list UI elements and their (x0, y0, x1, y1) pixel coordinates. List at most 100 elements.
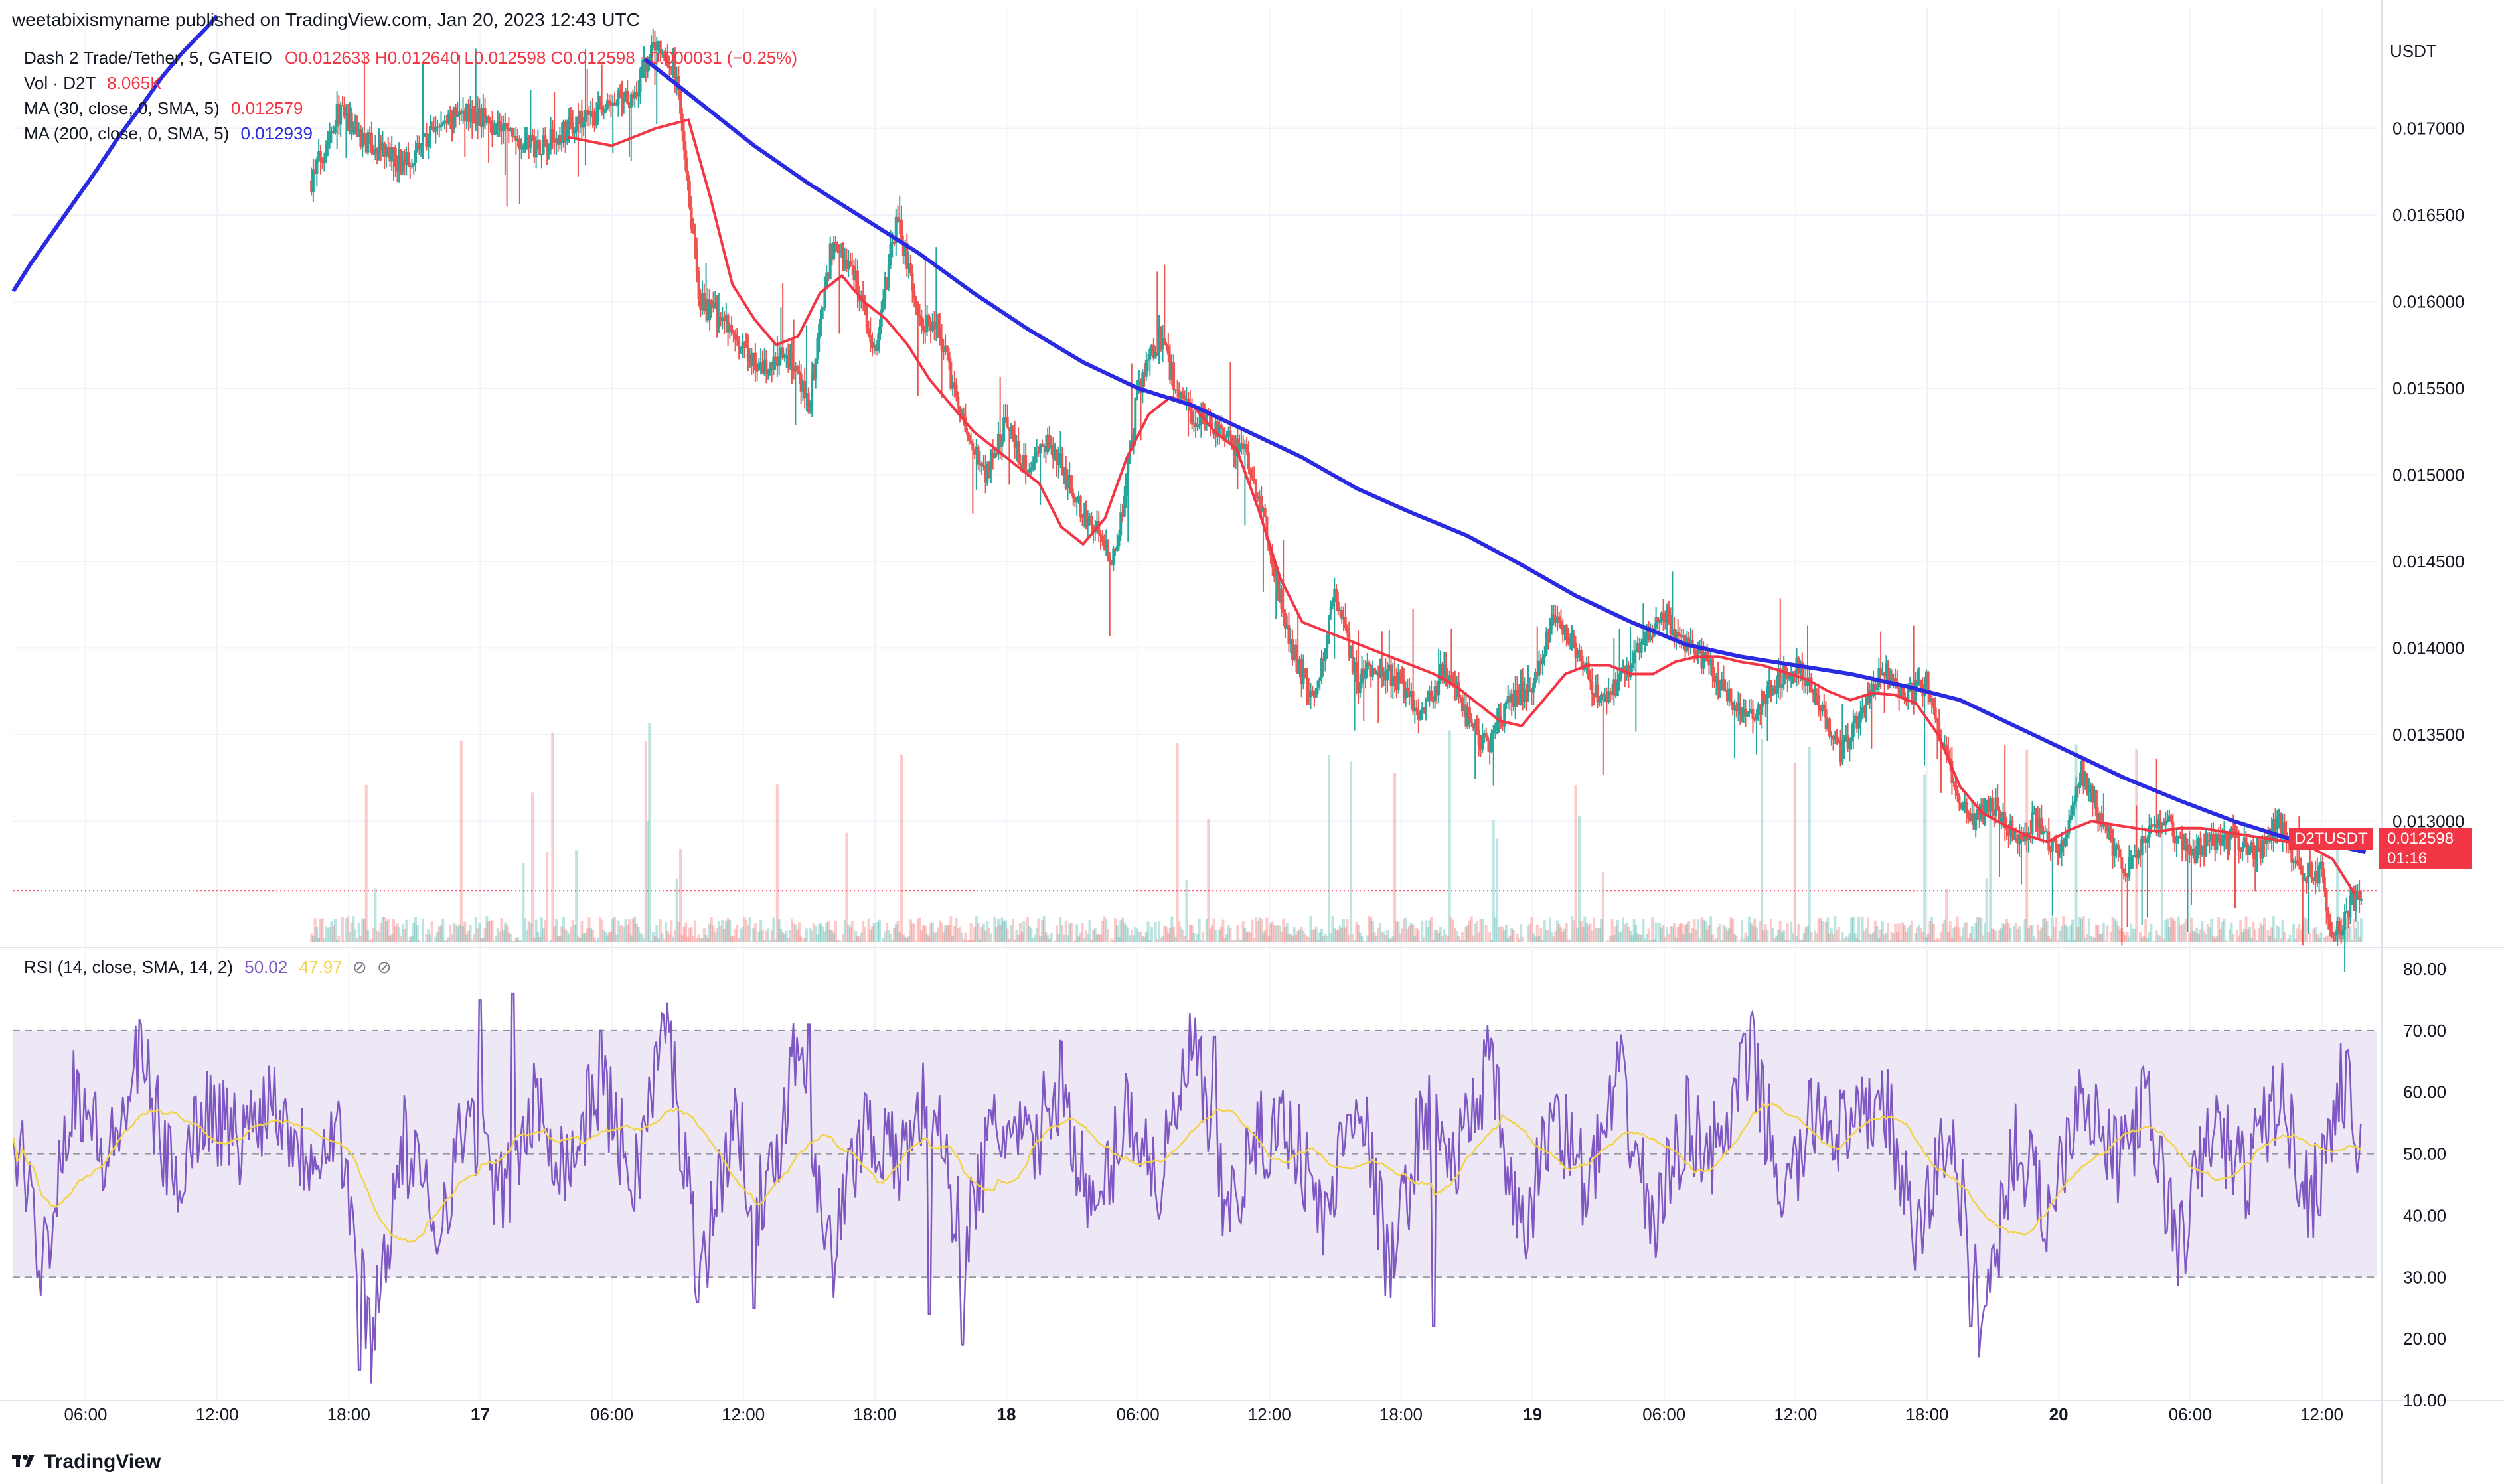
volume-bar (2084, 937, 2087, 942)
candle-body (401, 159, 404, 172)
hide-icon[interactable]: ⊘ (376, 957, 392, 977)
candle-body (1819, 705, 1822, 712)
candle-body (549, 129, 552, 150)
volume-bar (2118, 930, 2122, 942)
candle-body (370, 133, 373, 153)
candle-body (1687, 637, 1691, 646)
volume-bar (1342, 919, 1346, 942)
candle-body (1928, 691, 1932, 703)
candle-body (1607, 691, 1610, 703)
volume-bar (1941, 923, 1944, 942)
candle-body (1221, 427, 1225, 437)
rsi-label[interactable]: RSI (14, close, SMA, 14, 2) (24, 957, 234, 977)
volume-bar (441, 919, 445, 942)
hide-icon[interactable]: ⊘ (352, 957, 367, 977)
candle-body (856, 270, 859, 295)
candle-body (2115, 844, 2118, 847)
candle-body (524, 140, 527, 146)
volume-bar (675, 878, 678, 942)
candle-body (757, 363, 761, 371)
candle-body (1601, 694, 1604, 697)
candle-body (1040, 443, 1044, 447)
volume-bar (1289, 933, 1292, 942)
candle-body (1278, 589, 1281, 593)
volume-bar (2296, 928, 2299, 942)
candle-body (1932, 698, 1935, 708)
volume-bar (2272, 916, 2275, 942)
volume-bar (532, 937, 536, 942)
ma200-label[interactable]: MA (200, close, 0, SMA, 5) (24, 123, 230, 143)
volume-bar (2219, 929, 2222, 942)
candle-body (2076, 786, 2080, 788)
candle-body (2321, 861, 2325, 877)
candle-body (1292, 644, 1296, 660)
volume-bar (1946, 932, 1950, 942)
candle-body (1494, 724, 1497, 731)
candle-body (534, 144, 538, 158)
candle-body (1894, 677, 1897, 682)
volume-bar (384, 921, 388, 942)
candle-body (2113, 846, 2116, 857)
candle-body (1117, 535, 1121, 546)
volume-bar (1263, 930, 1267, 942)
volume-bar (1453, 928, 1456, 942)
candle-body (1983, 807, 1986, 814)
volume-bar (2286, 938, 2290, 942)
candle-body (1369, 665, 1373, 677)
volume-bar (2013, 925, 2016, 942)
volume-bar (1788, 940, 1791, 942)
candle-body (2167, 815, 2171, 821)
volume-bar (1775, 935, 1778, 942)
candle-body (564, 121, 567, 141)
candle-body (1594, 684, 1597, 696)
volume-bar (989, 933, 992, 942)
candle-body (1154, 352, 1157, 358)
price-tick-label: 0.016500 (2392, 205, 2464, 225)
price-axis[interactable]: USDT0.0170000.0165000.0160000.0155000.01… (2390, 41, 2464, 1410)
candle-body (1972, 813, 1976, 830)
volume-bar (2069, 925, 2073, 942)
candle-body (1510, 693, 1514, 703)
candle-body (2211, 834, 2215, 846)
volume-bar (1948, 921, 1952, 942)
candle-body (1709, 658, 1713, 666)
axis-unit: USDT (2390, 41, 2437, 61)
candle-body (1481, 735, 1484, 750)
volume-bar (2252, 921, 2255, 942)
volume-bar (434, 936, 437, 942)
volume-bar (841, 934, 844, 942)
volume-bar (633, 917, 637, 942)
volume-bar (2242, 929, 2246, 942)
volume-bar (2312, 928, 2315, 942)
candle-body (1554, 616, 1557, 623)
candle-body (935, 323, 938, 329)
volume-bar (996, 918, 1000, 942)
ma30-label[interactable]: MA (30, close, 0, SMA, 5) (24, 98, 220, 118)
volume-bar (1466, 925, 1470, 942)
volume-bar (1974, 923, 1978, 942)
candle-body (973, 450, 977, 455)
volume-bar (1939, 932, 1942, 942)
volume-bar (1744, 932, 1747, 942)
candle-body (2036, 819, 2039, 829)
volume-bar (1990, 928, 1994, 942)
volume-label[interactable]: Vol · D2T (24, 73, 96, 93)
time-axis[interactable]: 06:00 12:00 18:00 17 06:00 12:00 18:00 18 06:00 1… (64, 1404, 2343, 1424)
tradingview-brand[interactable]: TradingView (12, 1451, 161, 1473)
candle-body (471, 108, 474, 115)
volume-bar (1548, 917, 1551, 942)
volume-bar (1978, 917, 1981, 942)
volume-bar (1399, 933, 1402, 942)
candle-body (852, 265, 856, 281)
volume-bar (1395, 921, 1398, 942)
candle-body (1766, 686, 1769, 704)
volume-bar (615, 934, 618, 942)
volume-bar (1134, 927, 1137, 942)
volume-bar (1037, 918, 1040, 942)
candle-body (1223, 437, 1227, 439)
symbol-label[interactable]: Dash 2 Trade/Tether, 5, GATEIO (24, 48, 272, 68)
volume-bar (708, 923, 712, 942)
candle-body (1285, 624, 1289, 629)
volume-bar (1844, 936, 1847, 942)
